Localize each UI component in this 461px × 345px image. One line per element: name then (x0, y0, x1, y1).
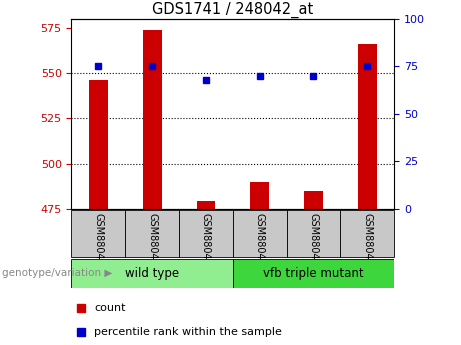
Bar (233, 210, 287, 257)
Text: count: count (94, 303, 125, 313)
Text: GSM88048: GSM88048 (362, 213, 372, 266)
Text: GSM88040: GSM88040 (93, 213, 103, 266)
Bar (287, 210, 340, 257)
Text: wild type: wild type (125, 267, 179, 280)
Text: genotype/variation ▶: genotype/variation ▶ (2, 268, 112, 278)
Text: GSM88047: GSM88047 (308, 213, 319, 266)
Text: percentile rank within the sample: percentile rank within the sample (94, 327, 282, 337)
Text: GSM88046: GSM88046 (254, 213, 265, 266)
Bar (196, 201, 215, 209)
Bar (304, 191, 323, 209)
Bar (233, 259, 394, 288)
Bar (71, 259, 233, 288)
Bar (179, 210, 233, 257)
Text: vfb triple mutant: vfb triple mutant (263, 267, 364, 280)
Text: GSM88041: GSM88041 (147, 213, 157, 266)
Text: GSM88042: GSM88042 (201, 213, 211, 266)
Bar (143, 30, 161, 209)
Title: GDS1741 / 248042_at: GDS1741 / 248042_at (152, 1, 313, 18)
Bar (89, 80, 108, 209)
Bar (125, 210, 179, 257)
Bar (340, 210, 394, 257)
Bar (358, 44, 377, 209)
Bar (71, 210, 125, 257)
Bar (250, 181, 269, 209)
